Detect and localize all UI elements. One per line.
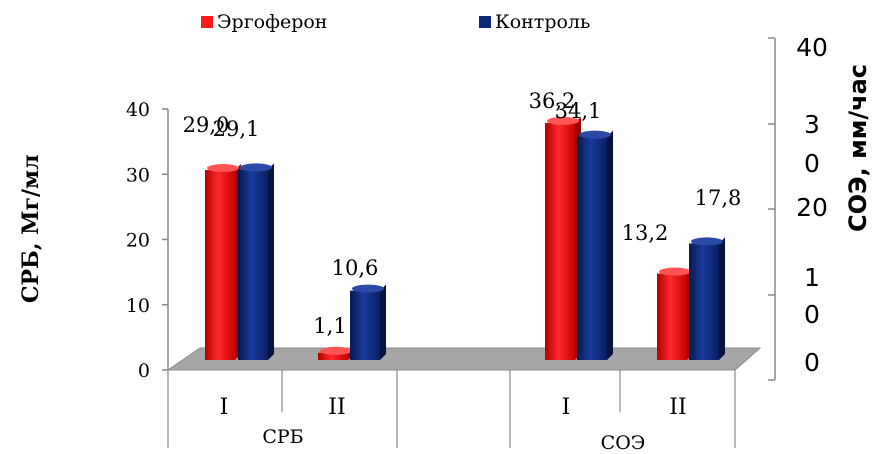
bar-control xyxy=(577,136,607,360)
right-tick-label: 40 xyxy=(796,33,828,62)
right-axis-title: СОЭ, мм/час xyxy=(844,64,872,232)
data-label: 34,1 xyxy=(555,99,602,123)
category-label-srb-2: II xyxy=(328,395,345,420)
left-tick-label: 40 xyxy=(126,99,150,121)
bar-side xyxy=(607,130,613,360)
data-label: 36,2 xyxy=(529,89,576,113)
group-label-srb: СРБ xyxy=(262,426,303,448)
bar-control xyxy=(689,243,719,360)
data-label: 29,1 xyxy=(213,117,260,141)
left-axis-ticks: 0 10 20 30 40 xyxy=(126,99,168,382)
bar-top xyxy=(691,237,723,246)
bar-side xyxy=(268,163,274,360)
data-label: 13,2 xyxy=(622,221,669,245)
category-label-srb-1: I xyxy=(220,395,229,420)
data-label: 29,0 xyxy=(183,113,230,137)
legend-label-ergoferon: Эргоферон xyxy=(217,11,327,33)
right-tick-label: 0 xyxy=(804,348,820,377)
bar-side xyxy=(719,237,725,360)
bar-ergoferon xyxy=(545,122,575,360)
bar-top xyxy=(320,346,352,355)
legend-swatch-ergoferon xyxy=(201,16,213,28)
legend: Эргоферон Контроль xyxy=(201,11,590,33)
bar-top xyxy=(547,116,579,125)
left-tick-label: 0 xyxy=(138,360,150,382)
group-label-soe: СОЭ xyxy=(601,432,646,454)
left-tick-label: 20 xyxy=(126,230,150,252)
data-label: 17,8 xyxy=(695,186,742,210)
right-tick-label: 3 xyxy=(804,110,820,139)
data-label: 10,6 xyxy=(332,256,379,280)
left-tick-label: 30 xyxy=(126,164,150,186)
right-tick-label: 0 xyxy=(804,300,820,329)
right-tick-label: 20 xyxy=(796,193,828,222)
category-label-soe-1: I xyxy=(562,395,571,420)
bar-ergoferon xyxy=(205,170,235,360)
left-axis-title: СРБ, Мг/мл xyxy=(18,154,44,303)
bar-side xyxy=(380,284,386,360)
bar-top xyxy=(240,163,272,172)
bar-control xyxy=(238,169,268,360)
right-tick-label: 0 xyxy=(804,149,820,178)
bar-control xyxy=(350,290,380,360)
legend-label-control: Контроль xyxy=(495,11,590,33)
legend-swatch-control xyxy=(479,16,491,28)
left-tick-label: 10 xyxy=(126,295,150,317)
category-label-soe-2: II xyxy=(669,395,686,420)
bars xyxy=(205,116,725,360)
bar-top xyxy=(659,267,691,276)
data-label: 1,1 xyxy=(313,314,346,338)
bar-ergoferon xyxy=(318,352,348,360)
bar-top xyxy=(579,130,611,139)
bar-top xyxy=(207,164,239,173)
bar-top xyxy=(352,284,384,293)
bar-ergoferon xyxy=(657,273,687,360)
data-labels: 29,029,1 1,1 10,6 36,234,1 13,2 17,8 xyxy=(183,89,742,338)
right-tick-label: 1 xyxy=(804,263,820,292)
